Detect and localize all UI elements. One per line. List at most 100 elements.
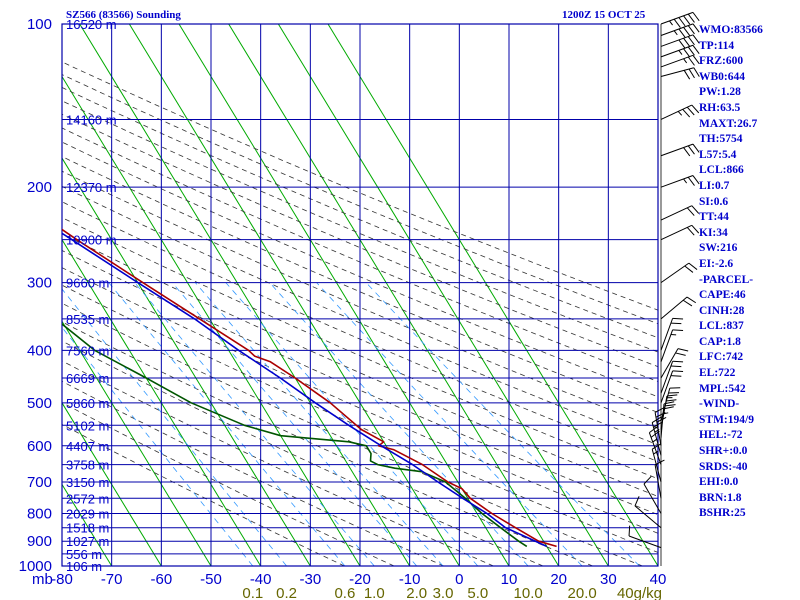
wind-barb-feather <box>683 48 691 58</box>
height-label: 12370 m <box>66 180 117 195</box>
wind-barb-feather <box>643 476 652 485</box>
dry-adiabat-line <box>62 185 658 446</box>
wind-barb-feather <box>665 399 677 402</box>
dry-adiabat-line <box>62 100 658 353</box>
wind-barb <box>660 205 693 221</box>
parcel-line <box>62 232 548 548</box>
stat-item: KI:34 <box>699 226 728 239</box>
wind-barb-half-feather <box>683 178 688 184</box>
wind-barb <box>660 224 693 241</box>
wind-barb-feather <box>666 394 678 397</box>
wind-barb-feather <box>683 15 691 25</box>
temperature-tick-label: -30 <box>299 571 321 588</box>
wind-barb-feather <box>678 39 686 49</box>
wind-barb-feather <box>692 34 700 44</box>
wind-barb-half-feather <box>677 111 683 116</box>
wind-barb-feather <box>656 416 667 423</box>
height-label: 9660 m <box>66 276 109 291</box>
wind-barb <box>660 262 690 284</box>
wind-barb-feather <box>654 407 665 413</box>
wind-barb-half-feather <box>654 429 660 433</box>
wind-barb-half-feather <box>673 30 678 36</box>
wind-barb <box>648 432 662 465</box>
dry-adiabat-line <box>62 217 658 480</box>
wind-barb <box>660 44 694 58</box>
height-label: 8535 m <box>66 312 109 327</box>
temperature-line <box>62 228 557 548</box>
stat-item: SHR+:0.0 <box>699 445 748 458</box>
stat-item: SW:216 <box>699 242 738 255</box>
stat-item: -PARCEL- <box>699 273 754 286</box>
height-label: 556 m <box>66 547 102 562</box>
pressure-label: 700 <box>27 474 52 491</box>
temperature-tick-label: 40 <box>650 571 667 588</box>
dry-adiabat-line <box>62 74 658 325</box>
pressure-label: 100 <box>27 16 52 33</box>
wind-barb <box>660 361 674 394</box>
stat-item: FRZ:600 <box>699 55 744 68</box>
dry-adiabat-line <box>62 141 658 398</box>
pressure-label: 1000 <box>19 558 52 575</box>
wind-barb-feather <box>675 352 686 356</box>
wind-barb-feather <box>692 54 700 64</box>
stat-item: WMO:83566 <box>699 24 763 36</box>
wind-barb-feather <box>686 296 697 304</box>
wind-barb <box>660 104 693 120</box>
isotherm-lines <box>0 24 658 566</box>
isotherm-line <box>178 24 510 566</box>
wind-barb-feather <box>672 370 684 372</box>
height-label: 4407 m <box>66 439 109 454</box>
dry-adiabat-line <box>62 156 658 413</box>
dry-adiabat-line <box>62 87 658 339</box>
wind-barb-feather <box>673 18 681 28</box>
isotherm-line <box>0 24 12 566</box>
wind-barb-feather <box>684 265 694 273</box>
pressure-label: 200 <box>27 179 52 196</box>
stat-item: LCL:866 <box>699 164 744 177</box>
wind-barb <box>660 175 694 188</box>
wind-barb-feather <box>691 205 700 214</box>
wind-barb-feather <box>672 317 684 320</box>
wind-barb-feather <box>665 404 676 407</box>
wind-barb-feather <box>686 106 695 116</box>
wind-barb-feather <box>649 426 659 434</box>
wind-barb-feather <box>672 360 684 363</box>
dry-adiabat-line <box>62 127 658 382</box>
dry-adiabat-line <box>62 113 658 368</box>
wind-barb-feather <box>686 227 695 236</box>
temperature-tick-label: 30 <box>600 571 617 588</box>
wind-barb <box>628 535 662 549</box>
stat-item: HEL:-72 <box>699 429 743 442</box>
wind-barb <box>643 483 662 514</box>
height-label: 7560 m <box>66 343 109 358</box>
stat-item: MPL:542 <box>699 382 746 395</box>
wind-barb-feather <box>651 443 662 450</box>
pressure-label: 900 <box>27 533 52 550</box>
pressure-label: 800 <box>27 505 52 522</box>
stat-item: WB0:644 <box>699 70 745 83</box>
wind-barb-feather <box>670 322 682 325</box>
height-label: 1027 m <box>66 534 109 549</box>
wind-barb <box>660 348 679 379</box>
temperature-tick-label: -40 <box>250 571 272 588</box>
stat-item: MAXT:26.7 <box>699 117 758 130</box>
temperature-tick-label: 10 <box>501 571 518 588</box>
wind-barb-column <box>628 11 700 566</box>
profile-series <box>62 228 557 548</box>
height-label: 106 m <box>66 559 102 574</box>
plot-frame <box>61 23 659 567</box>
pressure-label: 600 <box>27 438 52 455</box>
wind-barb-feather <box>687 176 695 186</box>
wind-barb-feather <box>653 421 663 428</box>
wind-barb-half-feather <box>669 20 673 26</box>
wind-barb-feather <box>688 262 698 270</box>
stat-item: CINH:28 <box>699 304 745 317</box>
mixing-ratio-lines <box>62 282 640 566</box>
wind-barb-feather <box>692 143 700 153</box>
observation-time: 1200Z 15 OCT 25 <box>562 9 646 21</box>
wind-barb-feather <box>628 525 631 537</box>
wind-barb-feather <box>692 12 700 22</box>
mixing-ratio-label: 20.0 <box>568 585 597 600</box>
temperature-tick-label: 20 <box>550 571 567 588</box>
